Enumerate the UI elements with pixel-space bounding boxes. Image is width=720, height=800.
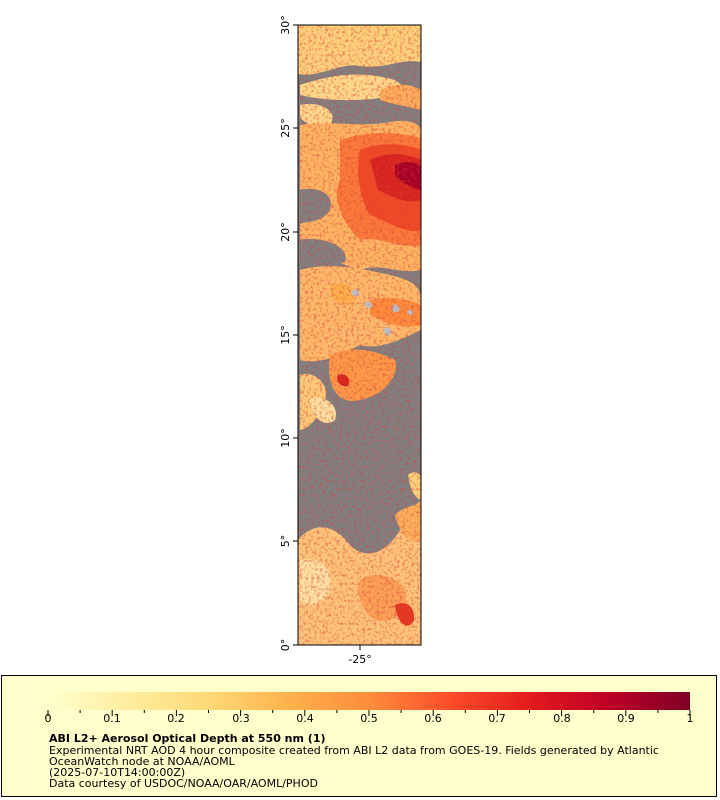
lat-tick-label: 0°	[279, 639, 292, 652]
colorbar-tick-label: 0.6	[424, 712, 442, 725]
colorbar-ticks	[47, 710, 691, 716]
lat-tick-label: 10°	[279, 428, 292, 448]
lat-tick-label: 30°	[279, 15, 292, 35]
legend-timestamp: (2025-07-10T14:00:00Z)	[49, 766, 186, 779]
lat-tick-label: 15°	[279, 325, 292, 345]
legend-description-line2: OceanWatch node at NOAA/AOML	[49, 755, 235, 768]
aod-map-panel	[298, 25, 421, 645]
colorbar-gradient	[48, 692, 690, 710]
lat-tick-label: 5°	[279, 535, 292, 548]
legend-credit: Data courtesy of USDOC/NOAA/OAR/AOML/PHO…	[49, 777, 318, 790]
colorbar-tick-label: 0.4	[296, 712, 314, 725]
colorbar-tick-label: 0	[44, 712, 52, 725]
lon-tick-label: -25°	[348, 653, 371, 666]
lat-tick-label: 20°	[279, 222, 292, 242]
colorbar	[47, 692, 691, 716]
legend-panel: 0 0.1 0.2 0.3 0.4 0.5 0.6 0.7 0.8 0.9 1 …	[1, 675, 717, 797]
legend-description-line1: Experimental NRT AOD 4 hour composite cr…	[49, 744, 659, 757]
colorbar-tick-label: 0.2	[167, 712, 185, 725]
map-figure: 0° 5° 10° 15° 20° 25° 30° -25°	[279, 15, 422, 666]
colorbar-tick-label: 1	[686, 712, 694, 725]
lon-axis: -25°	[348, 645, 372, 666]
colorbar-tick-label: 0.1	[103, 712, 121, 725]
colorbar-tick-label: 0.7	[488, 712, 506, 725]
colorbar-tick-label: 0.9	[617, 712, 635, 725]
lat-axis: 0° 5° 10° 15° 20° 25° 30°	[279, 15, 298, 651]
legend-title: ABI L2+ Aerosol Optical Depth at 550 nm …	[49, 732, 326, 745]
lat-tick-label: 25°	[279, 118, 292, 138]
speckle-texture	[298, 25, 421, 645]
colorbar-tick-label: 0.8	[553, 712, 571, 725]
colorbar-tick-label: 0.5	[360, 712, 378, 725]
colorbar-tick-label: 0.3	[232, 712, 250, 725]
